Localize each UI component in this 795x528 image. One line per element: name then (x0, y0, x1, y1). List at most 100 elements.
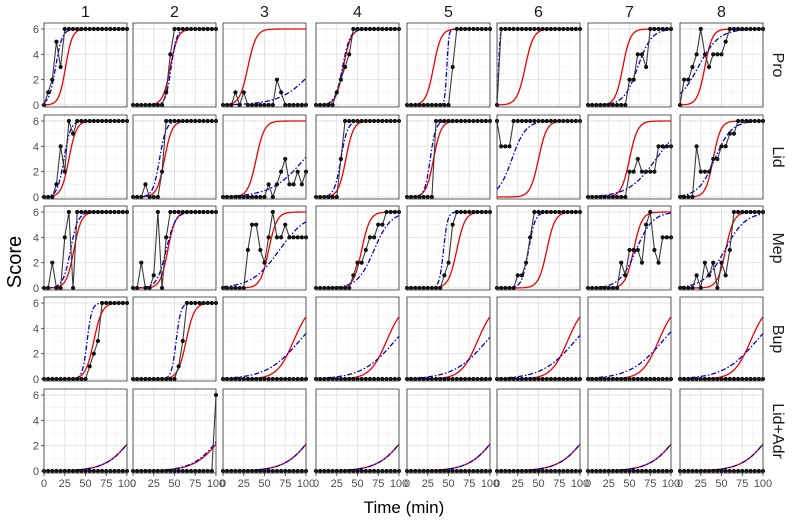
observed-score-point (590, 102, 595, 108)
observed-score-point (334, 194, 339, 200)
observed-score-point (610, 102, 616, 108)
observed-score-point (184, 468, 190, 474)
observed-score-point (79, 376, 84, 382)
row-strip-label: Mep (769, 232, 786, 263)
observed-score-point (295, 376, 300, 382)
observed-score-point (744, 376, 749, 382)
observed-score-point (233, 285, 238, 291)
row-strip-label: Bup (769, 325, 786, 354)
observed-score-point (425, 285, 430, 291)
observed-score-point (553, 26, 558, 32)
observed-score-point (75, 376, 80, 382)
observed-score-point (561, 209, 566, 215)
observed-score-point (326, 376, 331, 382)
observed-score-point (46, 285, 51, 291)
observed-score-point (180, 338, 185, 344)
observed-score-point (363, 26, 368, 32)
observed-score-point (454, 118, 459, 124)
facet-panel (220, 114, 309, 200)
observed-score-point (523, 26, 529, 32)
observed-score-point (483, 468, 488, 474)
observed-score-point (639, 260, 645, 265)
observed-score-point (523, 376, 529, 382)
observed-score-point (388, 118, 393, 124)
observed-score-point (682, 468, 687, 474)
observed-score-point (283, 156, 288, 162)
observed-score-point (112, 209, 117, 215)
observed-score-point (376, 222, 381, 227)
observed-score-point (727, 468, 732, 474)
observed-score-point (233, 194, 238, 200)
observed-score-point (274, 235, 280, 240)
observed-score-point (367, 235, 373, 240)
individual-fit-line (315, 28, 399, 106)
observed-score-point (553, 209, 558, 215)
observed-score-point (561, 26, 566, 32)
panel-border (679, 205, 764, 291)
observed-score-point (241, 194, 246, 200)
observed-score-point (50, 376, 55, 382)
panel-border (43, 205, 128, 291)
observed-score-point (295, 102, 300, 108)
observed-score-point (229, 285, 234, 291)
observed-score-point (752, 209, 757, 215)
observed-score-point (66, 118, 71, 124)
observed-score-point (151, 194, 156, 200)
y-tick-label: 4 (33, 141, 39, 153)
observed-score-point (694, 144, 699, 149)
observed-score-point (351, 26, 356, 32)
observed-score-point (338, 77, 343, 82)
observed-score-point (639, 376, 645, 382)
observed-score-point (249, 222, 255, 227)
observed-score-point (557, 118, 562, 124)
observed-score-point (635, 247, 640, 253)
observed-score-point (590, 376, 595, 382)
observed-score-point (338, 285, 343, 291)
observed-score-point (75, 209, 80, 215)
observed-score-point (164, 118, 169, 124)
observed-score-point (299, 235, 304, 240)
observed-score-point (46, 194, 51, 200)
observed-score-point (454, 26, 459, 32)
observed-score-point (330, 468, 335, 474)
x-tick-label: 50 (79, 478, 91, 490)
facet-panel (677, 296, 766, 382)
observed-score-point (652, 468, 657, 474)
observed-score-point (590, 194, 595, 200)
observed-score-point (475, 26, 480, 32)
y-tick-label: 6 (33, 390, 39, 402)
observed-score-point (471, 376, 476, 382)
x-tick-label: 25 (695, 478, 707, 490)
x-tick-label: 25 (331, 478, 343, 490)
observed-score-point (363, 247, 368, 253)
observed-score-point (536, 468, 541, 474)
observed-score-point (54, 39, 59, 44)
observed-score-point (536, 26, 541, 32)
observed-score-point (540, 468, 545, 474)
observed-score-point (409, 102, 414, 108)
observed-score-point (694, 468, 699, 474)
observed-score-point (388, 376, 393, 382)
observed-score-point (694, 52, 699, 57)
x-tick-label: 50 (168, 478, 180, 490)
observed-score-point (602, 376, 607, 382)
observed-score-point (376, 26, 381, 32)
observed-score-point (719, 468, 724, 474)
observed-score-point (429, 102, 434, 108)
y-tick-label: 2 (33, 258, 39, 270)
observed-score-point (565, 118, 570, 124)
y-tick-label: 4 (33, 49, 39, 61)
observed-score-point (100, 300, 105, 306)
observed-score-point (258, 376, 263, 382)
observed-score-point (656, 144, 661, 149)
observed-score-point (507, 376, 512, 382)
column-strip-label: 6 (534, 4, 543, 21)
observed-score-point (706, 376, 712, 382)
observed-score-point (249, 102, 255, 108)
observed-score-point (388, 468, 393, 474)
observed-score-point (610, 376, 616, 382)
observed-score-point (91, 468, 96, 474)
observed-score-point (380, 222, 385, 227)
observed-score-point (438, 102, 443, 108)
observed-score-point (262, 194, 267, 200)
